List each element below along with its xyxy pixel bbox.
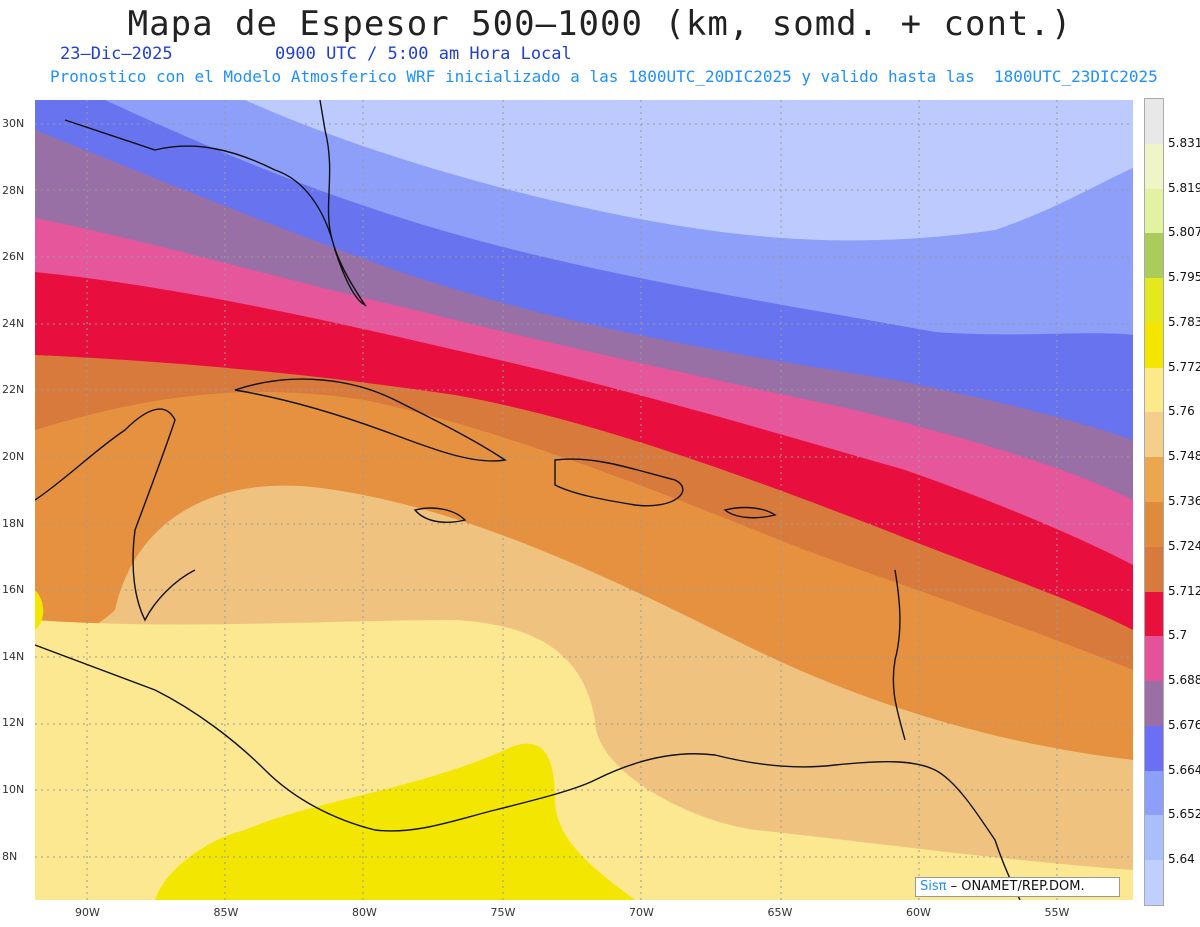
colorbar-label: 5.676 [1168, 717, 1200, 732]
colorbar-label: 5.652 [1168, 807, 1200, 822]
longitude-label: 55W [1044, 906, 1070, 919]
gulf-coast [35, 408, 196, 622]
colorbar-segment [1145, 143, 1163, 190]
longitude-label: 90W [75, 906, 100, 919]
colorbar-segment [1145, 546, 1163, 593]
longitude-label: 75W [490, 906, 516, 919]
latitude-label: 12N [2, 716, 25, 730]
colorbar-label: 5.76 [1168, 404, 1195, 419]
colorbar-segment [1145, 188, 1163, 234]
colorbar-label: 5.807 [1168, 225, 1200, 240]
latitude-label: 30N [2, 117, 25, 130]
colorbar-label: 5.772 [1168, 359, 1200, 374]
latitude-label: 14N [2, 649, 25, 663]
coastlines [35, 100, 1021, 900]
longitude-label: 70W [629, 906, 654, 919]
cuba-outline [234, 378, 507, 462]
colorbar-segment [1145, 770, 1163, 816]
colorbar-label: 5.688 [1168, 673, 1200, 688]
hispaniola-outline [554, 458, 684, 507]
latitude-label: 8N [2, 849, 18, 863]
colorbar-segment [1145, 412, 1163, 458]
colorbar-segment [1145, 233, 1163, 279]
colorbar-segment [1145, 278, 1163, 324]
colorbar-label: 5.7 [1168, 628, 1188, 643]
florida-coast [64, 100, 368, 307]
forecast-date: 23–Dic–2025 [60, 44, 173, 64]
colorbar-label: 5.795 [1168, 270, 1200, 285]
colorbar-segment [1145, 367, 1163, 413]
colorbar-label: 5.724 [1168, 538, 1200, 553]
lesser-antilles [892, 569, 906, 741]
colorbar-segment [1145, 322, 1163, 369]
band-772 [155, 743, 635, 900]
forecast-time: 0900 UTC / 5:00 am Hora Local [274, 44, 572, 64]
colorbar-segment [1145, 636, 1163, 682]
latitude-label: 28N [2, 183, 25, 197]
thickness-map [35, 100, 1133, 900]
colorbar-segment [1145, 681, 1163, 727]
colorbar-segment [1145, 815, 1163, 861]
colorbar-segment [1145, 591, 1163, 637]
jamaica-outline [413, 507, 467, 523]
puerto-rico-outline [723, 506, 777, 519]
colorbar-label: 5.664 [1168, 762, 1200, 777]
latitude-label: 22N [2, 383, 25, 397]
colorbar-label: 5.736 [1168, 494, 1200, 508]
latitude-label: 16N [2, 583, 25, 597]
longitude-label: 65W [767, 906, 793, 919]
latitude-label: 20N [2, 450, 25, 463]
colorbar-segment [1145, 860, 1163, 906]
colorbar-label: 5.748 [1168, 449, 1200, 464]
colorbar-segment [1145, 457, 1163, 503]
longitude-label: 60W [906, 906, 931, 919]
forecast-datetime: 23–Dic–2025 0900 UTC / 5:00 am Hora Loca… [60, 44, 572, 64]
credit-brand: Sisπ [920, 879, 947, 894]
credit-box: Sisπ – ONAMET/REP.DOM. [915, 877, 1120, 897]
colorbar-label: 5.712 [1168, 583, 1200, 598]
colorbar-label: 5.64 [1168, 852, 1195, 867]
map-title: Mapa de Espesor 500–1000 (km, somd. + co… [127, 4, 1073, 44]
colorbar-segment [1145, 725, 1163, 772]
band-772-west [35, 590, 44, 630]
latitude-label: 26N [2, 250, 25, 264]
colorbar-segment [1145, 502, 1163, 548]
latitude-label: 18N [2, 516, 25, 530]
longitude-label: 80W [352, 906, 377, 919]
longitude-label: 85W [213, 906, 239, 919]
credit-text: – ONAMET/REP.DOM. [950, 879, 1085, 894]
central-america-coast [35, 644, 1021, 900]
colorbar-segment [1145, 99, 1163, 145]
colorbar-label: 5.783 [1168, 314, 1200, 329]
colorbar [1144, 98, 1164, 906]
latitude-label: 10N [2, 783, 25, 796]
colorbar-label: 5.819 [1168, 180, 1200, 195]
colorbar-label: 5.831 [1168, 135, 1200, 150]
latitude-label: 24N [2, 316, 25, 330]
forecast-subtitle: Pronostico con el Modelo Atmosferico WRF… [50, 67, 1158, 86]
